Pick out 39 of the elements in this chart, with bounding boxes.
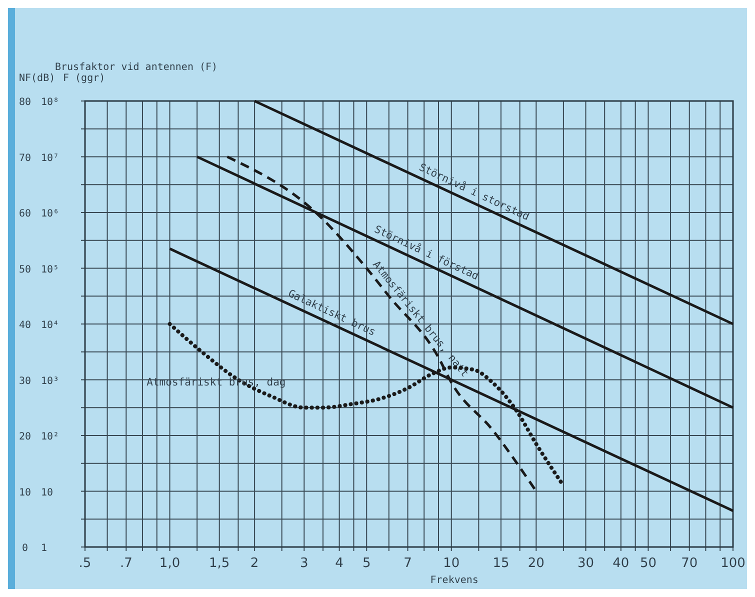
x-tick-label: .7 [120,556,132,571]
y-tick-label: 10⁶ [41,208,60,220]
y-tick-label: 10 [41,487,54,498]
x-tick-label: 4 [335,556,344,571]
y-tick-label: 10⁵ [41,264,60,276]
y2-tick-label: 70 [18,152,32,164]
x-tick-label: 2 [250,556,259,571]
x-tick-label: 3 [300,556,308,571]
y2-tick-label: 30 [18,376,32,387]
x-tick-label: .5 [78,556,92,571]
y-tick-label: 10² [41,432,60,442]
x-tick-label: 100 [720,556,746,571]
y-tick-label: 10⁷ [41,152,60,164]
x-tick-label: 50 [640,556,656,571]
x-tick-label: 7 [404,556,412,571]
x-tick-label: 1,5 [209,556,230,571]
y2-tick-label: 10 [18,487,32,498]
x-tick-label: 20 [528,556,544,571]
y2-tick-label: 0 [22,543,28,554]
x-tick-label: 1,0 [159,556,180,571]
y2-tick-label: 80 [18,97,32,108]
y-tick-label: 10⁸ [41,97,60,108]
y-axis-title: F (ggr) [63,73,106,84]
y2-tick-label: 20 [18,432,32,442]
x-tick-label: 70 [681,556,698,571]
y-tick-label: 10⁴ [41,320,60,331]
x-tick-label: 10 [443,556,460,571]
y-tick-label: 1 [41,543,48,554]
x-tick-label: 40 [612,556,630,571]
y2-tick-label: 50 [18,264,32,276]
y2-axis-title: NF(dB) [19,73,56,84]
y2-tick-label: 40 [18,320,32,331]
y2-tick-label: 60 [18,208,32,220]
chart-title: Brusfaktor vid antennen (F) [55,62,218,73]
x-axis-title: Frekvens [430,575,478,586]
x-tick-label: 30 [577,556,594,571]
x-tick-label: 5 [362,556,371,571]
x-tick-label: 15 [492,556,510,571]
y-tick-label: 10³ [41,376,60,387]
